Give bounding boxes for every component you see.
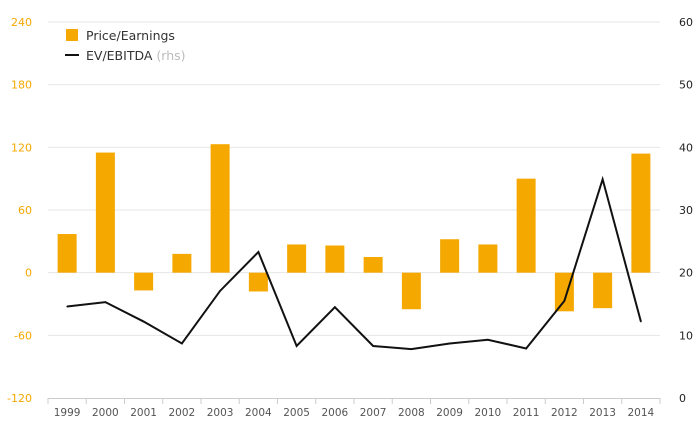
legend-label-price-earnings: Price/Earnings	[86, 28, 175, 43]
x-tick-label: 2011	[513, 407, 540, 419]
bar-price-earnings-2010	[478, 244, 498, 273]
point-ev-ebitda-2000	[104, 301, 107, 303]
bar-price-earnings-2001	[134, 272, 154, 291]
bar-price-earnings-1999	[57, 234, 77, 273]
x-tick-label: 2012	[551, 407, 578, 419]
line-series	[66, 175, 642, 351]
left-tick-label: 60	[18, 204, 32, 217]
x-tick-label: 2004	[245, 407, 272, 419]
legend-label-ev-ebitda: EV/EBITDA (rhs)	[86, 48, 186, 63]
right-tick-label: 50	[679, 79, 693, 92]
legend-label-ev-ebitda-note: (rhs)	[156, 48, 185, 63]
x-tick-label: 2005	[283, 407, 310, 419]
left-tick-label: -60	[14, 329, 32, 342]
x-tick-label: 1999	[54, 407, 81, 419]
x-axis-ticks: 1999 2000 2001 2002 2003 2004 2005 2006 2007 2008…	[54, 407, 655, 419]
bar-price-earnings-2012	[554, 272, 574, 312]
x-tick-label: 2001	[130, 407, 157, 419]
point-ev-ebitda-2014	[640, 320, 642, 323]
point-ev-ebitda-2008	[410, 348, 413, 350]
x-tick-label: 2002	[169, 407, 196, 419]
bar-price-earnings-2014	[631, 153, 651, 273]
x-tick-label: 2007	[360, 407, 387, 419]
bar-price-earnings-2006	[325, 245, 345, 273]
point-ev-ebitda-2011	[525, 347, 527, 350]
x-tick-label: 2006	[322, 407, 349, 419]
bar-price-earnings-2009	[440, 239, 460, 273]
x-tick-label: 2010	[475, 407, 502, 419]
point-ev-ebitda-2009	[448, 342, 451, 345]
point-ev-ebitda-2002	[181, 342, 183, 345]
left-tick-label: 0	[25, 267, 32, 280]
left-tick-label: 120	[11, 141, 32, 154]
bar-price-earnings-2007	[363, 257, 383, 273]
bar-price-earnings-2000	[95, 152, 115, 273]
legend-swatch-price-earnings	[66, 29, 78, 41]
x-tick-label: 2014	[628, 407, 655, 419]
left-tick-label: 180	[11, 79, 32, 92]
x-tick-label: 2003	[207, 407, 234, 419]
x-tick-label: 2009	[436, 407, 463, 419]
left-tick-label: -120	[7, 392, 32, 405]
right-axis-ticks: 60 50 40 30 20 10 0	[679, 16, 693, 405]
point-ev-ebitda-2013	[601, 178, 604, 181]
point-ev-ebitda-2006	[334, 306, 336, 308]
right-tick-label: 10	[679, 329, 693, 342]
point-ev-ebitda-1999	[66, 305, 68, 308]
bar-price-earnings-2011	[516, 178, 536, 273]
point-ev-ebitda-2005	[295, 345, 298, 347]
point-ev-ebitda-2010	[487, 338, 489, 341]
right-tick-label: 40	[679, 141, 693, 154]
left-tick-label: 240	[11, 16, 32, 29]
bar-price-earnings-2002	[172, 253, 192, 273]
legend: Price/Earnings EV/EBITDA (rhs)	[65, 28, 186, 63]
point-ev-ebitda-2003	[219, 290, 221, 292]
bar-price-earnings-2004	[248, 272, 268, 292]
point-ev-ebitda-2004	[257, 251, 260, 253]
gridlines	[48, 21, 660, 336]
legend-label-ev-ebitda-main: EV/EBITDA	[86, 48, 153, 63]
right-tick-label: 60	[679, 16, 693, 29]
left-axis-ticks: 240 180 120 60 0 -60 -120	[7, 16, 32, 405]
right-tick-label: 30	[679, 204, 693, 217]
point-ev-ebitda-2012	[563, 300, 566, 302]
line-ev-ebitda	[67, 175, 642, 351]
point-ev-ebitda-2007	[372, 345, 374, 347]
bar-price-earnings-2005	[287, 244, 307, 273]
x-tick-label: 2013	[589, 407, 616, 419]
bar-price-earnings-2003	[210, 144, 230, 273]
bar-series	[57, 144, 651, 312]
bar-price-earnings-2013	[593, 272, 613, 309]
right-tick-label: 0	[679, 392, 686, 405]
point-ev-ebitda-2001	[142, 320, 145, 323]
bar-price-earnings-2008	[401, 272, 421, 310]
right-tick-label: 20	[679, 267, 693, 280]
x-tick-label: 2008	[398, 407, 425, 419]
x-tick-label: 2000	[92, 407, 119, 419]
x-axis	[47, 398, 661, 404]
